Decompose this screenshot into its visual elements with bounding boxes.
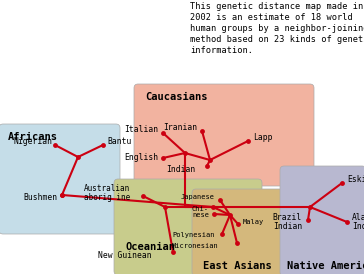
Text: Chi-
nese: Chi- nese: [192, 206, 209, 218]
Text: Caucasians: Caucasians: [145, 92, 207, 102]
Text: Malay: Malay: [243, 219, 264, 225]
Text: This genetic distance map made in
2002 is an estimate of 18 world
human groups b: This genetic distance map made in 2002 i…: [190, 2, 364, 55]
Text: Nigerian: Nigerian: [13, 136, 52, 145]
Text: Bushmen: Bushmen: [23, 193, 57, 202]
Text: Micronesian: Micronesian: [171, 243, 218, 249]
FancyBboxPatch shape: [280, 166, 364, 274]
Text: Polynesian: Polynesian: [173, 232, 215, 238]
FancyBboxPatch shape: [134, 84, 314, 186]
Text: Africans: Africans: [8, 132, 58, 142]
Text: Native Americans: Native Americans: [287, 261, 364, 271]
Text: English: English: [124, 153, 158, 162]
Text: Lapp: Lapp: [253, 133, 273, 142]
Text: Japanese: Japanese: [181, 194, 215, 200]
Text: Alaska
Indian: Alaska Indian: [352, 213, 364, 231]
Text: Australian
aborig ine: Australian aborig ine: [84, 184, 130, 202]
Text: Indian: Indian: [166, 164, 195, 173]
Text: East Asians: East Asians: [203, 261, 272, 271]
Text: Oceanian: Oceanian: [126, 242, 176, 252]
FancyBboxPatch shape: [0, 124, 120, 234]
FancyBboxPatch shape: [192, 189, 300, 274]
Text: Iranian: Iranian: [163, 122, 197, 132]
FancyBboxPatch shape: [114, 179, 262, 274]
Text: Italian: Italian: [124, 125, 158, 135]
Text: New Guinean: New Guinean: [98, 250, 152, 259]
Text: Bantu: Bantu: [107, 136, 131, 145]
Text: Eskimo: Eskimo: [347, 176, 364, 184]
Text: Brazil
Indian: Brazil Indian: [273, 213, 302, 231]
